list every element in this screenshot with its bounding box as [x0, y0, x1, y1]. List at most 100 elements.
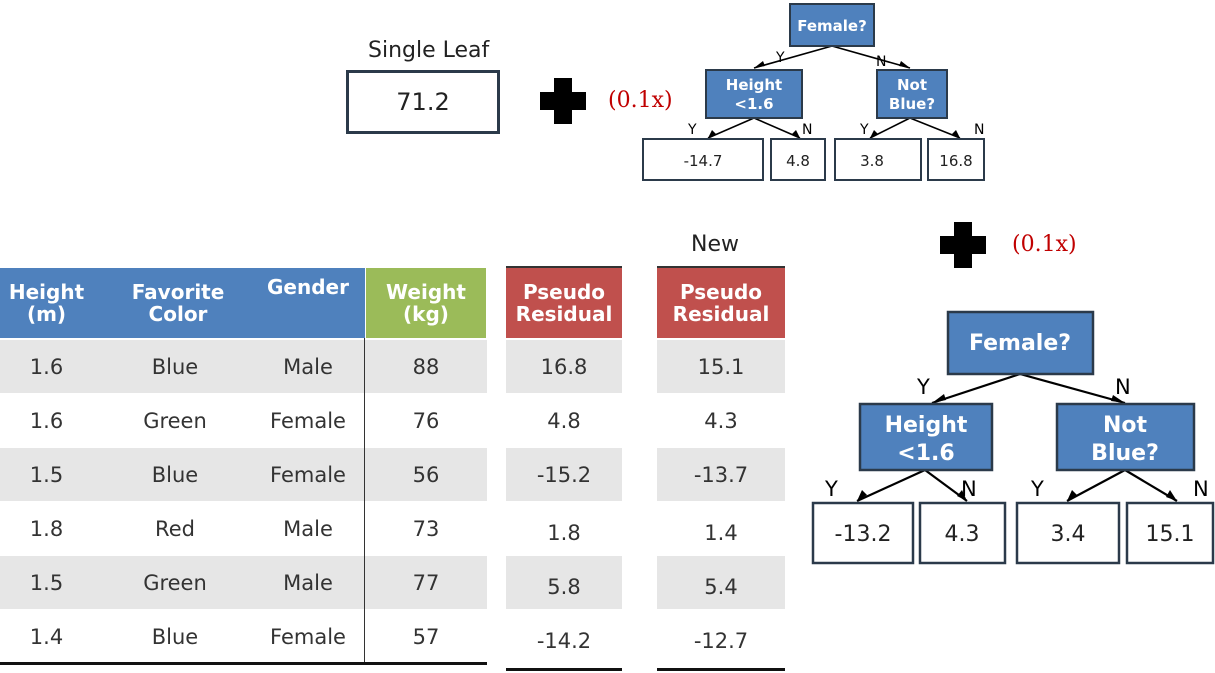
row-shade	[0, 556, 487, 609]
tree-2: Female? Height <1.6 Not Blue? Y N Y N Y …	[811, 310, 1215, 565]
svg-text:Not: Not	[897, 76, 927, 94]
row-shade	[506, 340, 622, 393]
row-shade	[657, 340, 785, 393]
tree-2-leaf: 4.3	[945, 522, 980, 547]
table-cell-weight: 57	[412, 624, 440, 649]
svg-text:N: N	[974, 122, 984, 138]
table-cell-new-pseudo-residual: 15.1	[697, 354, 745, 379]
svg-text:Y: Y	[824, 477, 838, 501]
rule	[506, 266, 622, 268]
svg-text:N: N	[876, 54, 886, 70]
row-shade	[0, 448, 487, 501]
tree-2-right-node	[1055, 402, 1196, 472]
svg-text:Y: Y	[775, 50, 785, 66]
tree-2-leaf: 15.1	[1146, 522, 1195, 547]
tree-2-root-text: Female?	[969, 331, 1071, 356]
svg-text:N: N	[802, 122, 812, 138]
table-cell-new-pseudo-residual: -12.7	[693, 628, 749, 653]
table-cell-new-pseudo-residual: 5.4	[704, 574, 738, 599]
table-cell-color: Blue	[151, 462, 199, 487]
svg-text:Blue?: Blue?	[889, 95, 935, 113]
svg-text:N: N	[1115, 375, 1131, 399]
plus-icon	[540, 78, 586, 124]
table-cell-height: 1.6	[29, 354, 64, 379]
svg-text:Height: Height	[726, 76, 782, 94]
table-cell-height: 1.4	[29, 624, 64, 649]
table-cell-color: Red	[155, 516, 195, 541]
plus-icon	[940, 222, 986, 268]
table-cell-height: 1.8	[29, 516, 64, 541]
table-cell-gender: Male	[283, 354, 333, 379]
table-cell-pseudo-residual: -15.2	[536, 462, 592, 487]
svg-text:Not: Not	[1103, 413, 1148, 438]
table-cell-gender: Female	[270, 462, 346, 487]
single-leaf-label: Single Leaf	[368, 38, 490, 63]
table-cell-new-pseudo-residual: 1.4	[704, 520, 738, 545]
tree-2-root-node	[946, 310, 1095, 376]
table-cell-color: Blue	[151, 624, 199, 649]
table-cell-gender: Female	[270, 408, 346, 433]
row-shade	[657, 556, 785, 609]
svg-text:N: N	[1193, 477, 1209, 501]
table-cell-gender: Female	[270, 624, 346, 649]
header-weight: Weight (kg)	[366, 268, 486, 338]
table-cell-height: 1.5	[29, 570, 64, 595]
tree-1-left-node	[705, 69, 803, 119]
table-cell-height: 1.6	[29, 408, 64, 433]
table-cell-weight: 88	[412, 354, 440, 379]
tree-1-root-text: Female?	[797, 17, 867, 35]
new-label: New	[691, 232, 739, 257]
svg-text:Y: Y	[859, 122, 869, 138]
table-cell-weight: 56	[412, 462, 440, 487]
rule	[0, 662, 487, 665]
table-cell-color: Green	[143, 570, 207, 595]
table-cell-gender: Male	[283, 516, 333, 541]
svg-text:Y: Y	[916, 375, 930, 399]
tree-2-left-node	[858, 402, 994, 472]
header-pseudo-residual: Pseudo Residual	[506, 268, 622, 338]
header-height: Height (m)	[8, 280, 85, 326]
row-shade	[506, 448, 622, 501]
row-shade	[506, 556, 622, 609]
table-cell-height: 1.5	[29, 462, 64, 487]
learning-rate-label: (0.1x)	[1012, 232, 1077, 257]
table-cell-pseudo-residual: 1.8	[547, 520, 581, 545]
table-cell-weight: 76	[412, 408, 440, 433]
learning-rate-label: (0.1x)	[608, 88, 673, 113]
svg-text:N: N	[961, 477, 977, 501]
table-cell-pseudo-residual: 4.8	[547, 408, 581, 433]
table-cell-new-pseudo-residual: 4.3	[704, 408, 738, 433]
table-cell-pseudo-residual: 16.8	[540, 354, 588, 379]
table-cell-color: Green	[143, 408, 207, 433]
table-cell-weight: 73	[412, 516, 440, 541]
tree-1-leaf: 4.8	[786, 152, 810, 170]
table-cell-pseudo-residual: 5.8	[547, 574, 581, 599]
svg-text:Y: Y	[1030, 477, 1044, 501]
svg-text:Height: Height	[885, 413, 968, 438]
header-gender: Gender	[267, 275, 349, 299]
tree-1-root-node	[789, 3, 875, 47]
single-leaf-box: 71.2	[346, 70, 500, 134]
tree-1: Female? Height <1.6 Not Blue? Y N Y N Y …	[642, 3, 985, 181]
tree-1-right-node	[876, 69, 948, 119]
header-favorite-color: Favorite Color	[131, 280, 225, 326]
table-cell-weight: 77	[412, 570, 440, 595]
divider	[364, 338, 365, 662]
tree-2-leaf: 3.4	[1051, 522, 1086, 547]
svg-text:Y: Y	[687, 122, 697, 138]
tree-1-leaf: 16.8	[939, 152, 972, 170]
table-cell-pseudo-residual: -14.2	[536, 628, 592, 653]
row-shade	[657, 448, 785, 501]
table-cell-color: Blue	[151, 354, 199, 379]
row-shade	[0, 340, 487, 393]
header-new-pseudo-residual: Pseudo Residual	[657, 268, 785, 338]
svg-text:<1.6: <1.6	[734, 95, 773, 113]
tree-2-leaf: -13.2	[835, 522, 892, 547]
table-cell-gender: Male	[283, 570, 333, 595]
table-cell-new-pseudo-residual: -13.7	[693, 462, 749, 487]
svg-text:<1.6: <1.6	[897, 441, 954, 466]
rule	[657, 266, 785, 268]
rule	[657, 668, 785, 671]
svg-text:Blue?: Blue?	[1091, 441, 1159, 466]
tree-1-leaf: -14.7	[684, 152, 723, 170]
